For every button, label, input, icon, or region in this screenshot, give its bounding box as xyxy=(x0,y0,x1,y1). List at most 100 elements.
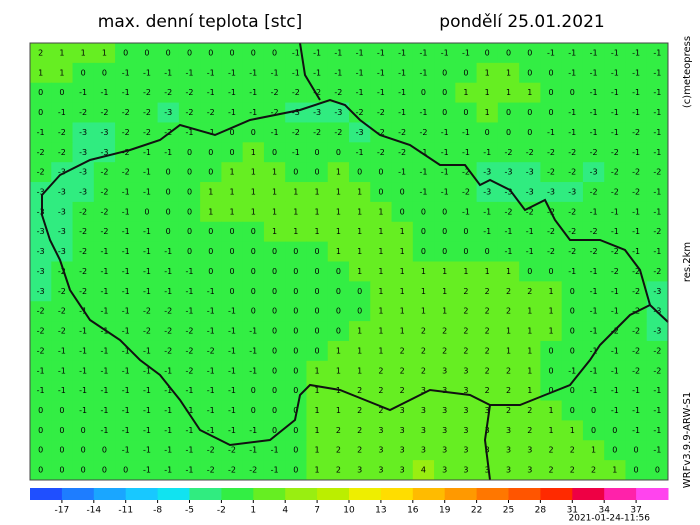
cell xyxy=(434,420,456,441)
cell-value: 1 xyxy=(548,327,553,336)
cell-value: 3 xyxy=(506,446,511,455)
cell xyxy=(561,420,584,441)
cell xyxy=(582,261,605,282)
cell-value: -1 xyxy=(653,247,661,256)
cell-value: 0 xyxy=(251,48,256,57)
cell-value: 3 xyxy=(463,466,468,475)
cell xyxy=(540,281,563,302)
cell-value: -1 xyxy=(377,48,385,57)
cell xyxy=(178,122,201,143)
cell-value: 1 xyxy=(229,207,234,216)
cell xyxy=(646,122,669,143)
cell xyxy=(157,340,180,362)
cell xyxy=(391,182,414,203)
cell xyxy=(51,201,74,223)
cell xyxy=(115,142,137,163)
colorbar-label: -8 xyxy=(153,506,162,516)
cell-value: 1 xyxy=(527,366,532,375)
cell xyxy=(30,102,52,123)
colorbar-segment xyxy=(125,488,159,500)
cell-value: -1 xyxy=(207,406,215,415)
cell-value: -2 xyxy=(611,148,619,157)
cell-value: -1 xyxy=(568,48,576,57)
cell-value: -2 xyxy=(462,168,470,177)
cell-value: 1 xyxy=(208,187,213,196)
cell xyxy=(646,162,669,183)
cell xyxy=(370,281,393,302)
cell-value: -3 xyxy=(292,108,300,117)
cell-value: 1 xyxy=(506,267,511,276)
cell xyxy=(93,281,116,302)
cell-value: 0 xyxy=(144,207,149,216)
cell-value: -3 xyxy=(653,327,661,336)
cell xyxy=(540,321,563,342)
cell-value: 3 xyxy=(442,446,447,455)
cell xyxy=(285,201,307,223)
cell xyxy=(391,162,414,183)
cell-value: -1 xyxy=(611,207,619,216)
cell-value: 0 xyxy=(293,267,298,276)
colorbar: -17 -14 -11 -8 -5 -2 1 4 7 10 13 16 19 22 25 28 31 34 37 xyxy=(30,488,669,516)
cell-value: -1 xyxy=(186,128,194,137)
cell xyxy=(178,460,201,481)
cell xyxy=(582,182,605,203)
cell-value: 0 xyxy=(548,267,553,276)
cell-value: 0 xyxy=(463,108,468,117)
cell-value: 1 xyxy=(400,287,405,296)
cell xyxy=(136,380,159,402)
cell xyxy=(221,460,244,481)
cell xyxy=(200,321,222,342)
cell-value: -2 xyxy=(122,148,130,157)
cell xyxy=(625,142,648,163)
cell xyxy=(540,82,563,104)
cell-value: -1 xyxy=(547,48,555,57)
neighbour-border xyxy=(483,404,491,481)
borders xyxy=(41,42,669,481)
cell-value: -1 xyxy=(377,68,385,77)
cell xyxy=(476,340,499,362)
colorbar-label: 4 xyxy=(282,506,288,516)
cell xyxy=(327,380,350,402)
cell xyxy=(349,62,371,84)
cell-value: 0 xyxy=(81,68,86,77)
cell-value: 1 xyxy=(336,168,341,177)
cell-value: -1 xyxy=(419,168,427,177)
cell-value: -1 xyxy=(590,48,598,57)
cell-value: -2 xyxy=(568,207,576,216)
cell-value: -2 xyxy=(568,227,576,236)
cell xyxy=(242,82,265,104)
cell-value: -1 xyxy=(37,366,45,375)
cell-value: -1 xyxy=(398,48,406,57)
cell-value: 3 xyxy=(400,406,405,415)
cell xyxy=(519,62,541,84)
cell-value: -1 xyxy=(611,386,619,395)
cell xyxy=(242,340,265,362)
cell-value: 0 xyxy=(208,267,213,276)
cell-value: -2 xyxy=(334,128,342,137)
cell xyxy=(455,82,478,104)
cell xyxy=(136,162,159,183)
cell xyxy=(115,241,137,262)
cell-value: -3 xyxy=(58,227,66,236)
cell xyxy=(242,221,265,243)
cell xyxy=(93,62,116,84)
cell xyxy=(178,162,201,183)
cell-value: 1 xyxy=(315,446,320,455)
cell-value: -3 xyxy=(356,128,364,137)
cell xyxy=(370,321,393,342)
cell xyxy=(625,340,648,362)
colorbar-segment xyxy=(221,488,254,500)
cell xyxy=(497,142,520,163)
cell xyxy=(200,301,222,322)
cell-value: -1 xyxy=(632,227,640,236)
cell-value: 0 xyxy=(315,327,320,336)
cell-value: -2 xyxy=(164,327,172,336)
colorbar-segment xyxy=(93,488,127,500)
cell xyxy=(157,380,180,402)
cell-value: 1 xyxy=(102,48,107,57)
cell xyxy=(30,261,52,282)
cell xyxy=(476,460,499,481)
cell xyxy=(178,102,201,123)
cell xyxy=(178,380,201,402)
country-border xyxy=(41,98,652,447)
